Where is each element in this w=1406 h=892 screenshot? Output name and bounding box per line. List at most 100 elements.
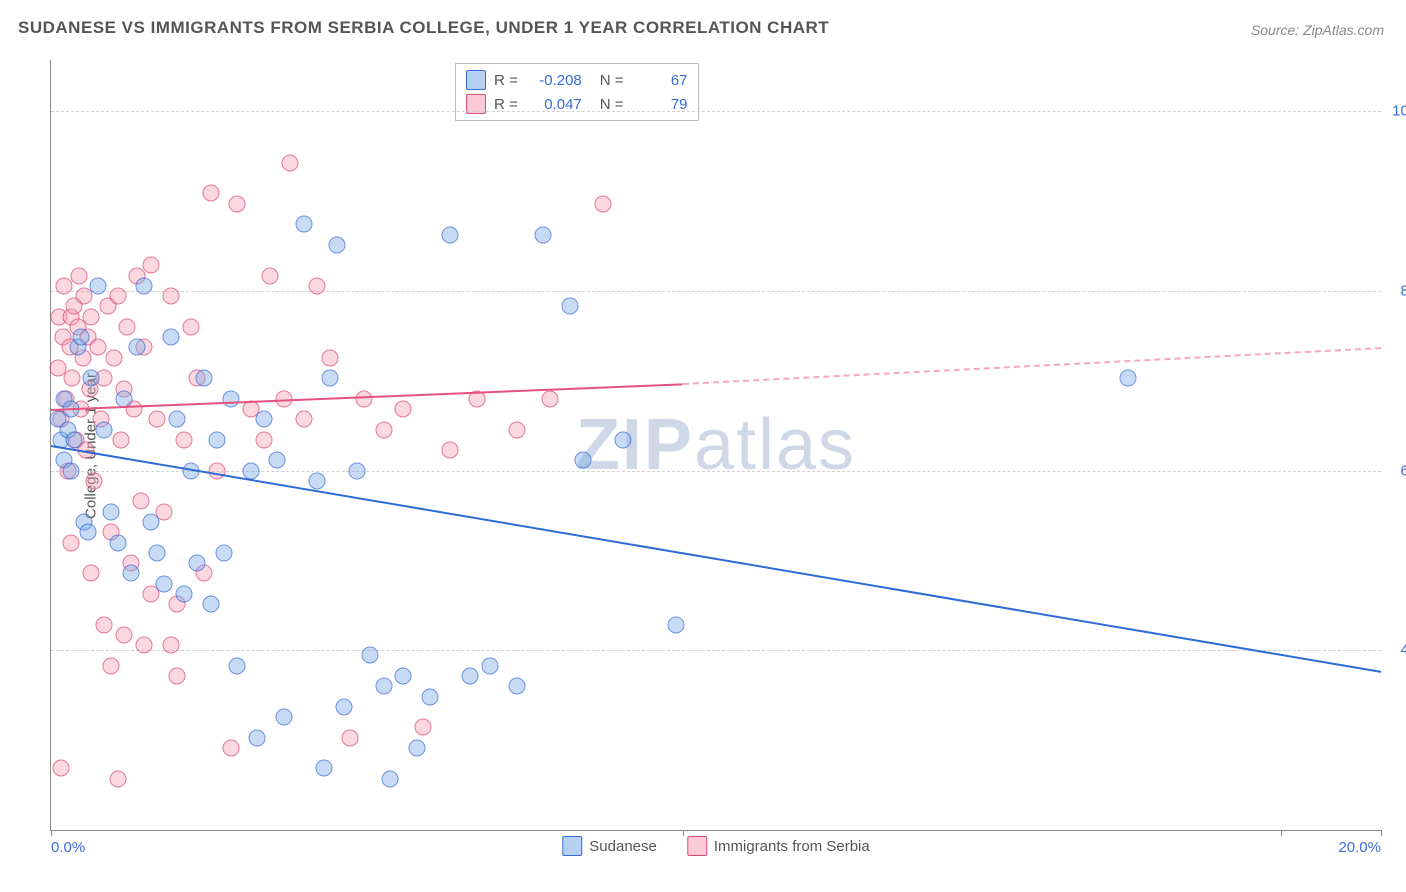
scatter-point <box>1120 370 1137 387</box>
scatter-point <box>375 678 392 695</box>
scatter-point <box>96 616 113 633</box>
scatter-point <box>62 534 79 551</box>
scatter-point <box>209 462 226 479</box>
scatter-point <box>142 257 159 274</box>
scatter-point <box>109 534 126 551</box>
scatter-point <box>195 370 212 387</box>
scatter-point <box>255 431 272 448</box>
scatter-point <box>295 411 312 428</box>
scatter-point <box>72 329 89 346</box>
scatter-point <box>89 339 106 356</box>
scatter-point <box>79 524 96 541</box>
scatter-point <box>169 668 186 685</box>
scatter-point <box>262 267 279 284</box>
scatter-point <box>508 421 525 438</box>
gridline <box>51 291 1381 292</box>
x-tick-mark <box>1281 830 1282 836</box>
scatter-point <box>541 390 558 407</box>
gridline <box>51 111 1381 112</box>
scatter-point <box>408 739 425 756</box>
scatter-point <box>382 770 399 787</box>
x-tick-label: 20.0% <box>1338 839 1381 856</box>
x-tick-label: 0.0% <box>51 839 85 856</box>
scatter-point <box>82 308 99 325</box>
scatter-point <box>162 329 179 346</box>
scatter-point <box>162 288 179 305</box>
legend-label: Sudanese <box>589 838 657 855</box>
scatter-point <box>255 411 272 428</box>
scatter-point <box>222 739 239 756</box>
legend-item: Sudanese <box>562 836 657 856</box>
scatter-point <box>169 411 186 428</box>
scatter-point <box>64 370 81 387</box>
source-attribution: Source: ZipAtlas.com <box>1251 22 1384 38</box>
scatter-point <box>82 565 99 582</box>
scatter-point <box>202 185 219 202</box>
chart-title: SUDANESE VS IMMIGRANTS FROM SERBIA COLLE… <box>18 18 829 38</box>
scatter-point <box>322 349 339 366</box>
bottom-legend: Sudanese Immigrants from Serbia <box>562 836 869 856</box>
x-tick-mark <box>683 830 684 836</box>
scatter-point <box>575 452 592 469</box>
scatter-point <box>149 544 166 561</box>
scatter-point <box>355 390 372 407</box>
scatter-point <box>614 431 631 448</box>
scatter-point <box>442 226 459 243</box>
scatter-point <box>295 216 312 233</box>
watermark-zip: ZIP <box>576 405 694 485</box>
y-tick-label: 65.0% <box>1400 462 1406 479</box>
stat-r-value: 0.047 <box>526 96 582 113</box>
scatter-point <box>70 267 87 284</box>
scatter-point <box>86 472 103 489</box>
scatter-point <box>309 277 326 294</box>
scatter-point <box>56 277 73 294</box>
scatter-point <box>395 668 412 685</box>
scatter-point <box>132 493 149 510</box>
stats-row: R =0.047N =79 <box>466 92 688 116</box>
scatter-point <box>149 411 166 428</box>
gridline <box>51 650 1381 651</box>
stat-n-value: 79 <box>632 96 688 113</box>
trend-line <box>683 347 1381 387</box>
scatter-point <box>116 626 133 643</box>
scatter-point <box>348 462 365 479</box>
scatter-point <box>282 154 299 171</box>
scatter-point <box>162 637 179 654</box>
scatter-point <box>129 339 146 356</box>
scatter-point <box>215 544 232 561</box>
trend-line <box>51 445 1381 673</box>
scatter-point <box>395 401 412 418</box>
scatter-point <box>249 729 266 746</box>
scatter-point <box>222 390 239 407</box>
scatter-point <box>335 698 352 715</box>
scatter-point <box>176 585 193 602</box>
scatter-point <box>202 596 219 613</box>
scatter-point <box>182 318 199 335</box>
scatter-point <box>136 637 153 654</box>
scatter-point <box>342 729 359 746</box>
scatter-point <box>535 226 552 243</box>
scatter-point <box>102 657 119 674</box>
stat-r-value: -0.208 <box>526 72 582 89</box>
stat-r-label: R = <box>494 96 518 113</box>
scatter-point <box>561 298 578 315</box>
scatter-point <box>309 472 326 489</box>
scatter-point <box>594 195 611 212</box>
scatter-point <box>189 555 206 572</box>
scatter-point <box>422 688 439 705</box>
stat-n-label: N = <box>600 72 624 89</box>
plot-area: ZIPatlas R =-0.208N =67R =0.047N =79 Sud… <box>50 60 1381 831</box>
scatter-point <box>142 514 159 531</box>
legend-item: Immigrants from Serbia <box>687 836 870 856</box>
scatter-point <box>136 277 153 294</box>
scatter-point <box>229 195 246 212</box>
scatter-point <box>89 277 106 294</box>
scatter-point <box>508 678 525 695</box>
scatter-point <box>102 503 119 520</box>
stat-n-value: 67 <box>632 72 688 89</box>
scatter-point <box>229 657 246 674</box>
scatter-point <box>375 421 392 438</box>
legend-swatch <box>466 70 486 90</box>
legend-swatch <box>562 836 582 856</box>
scatter-point <box>176 431 193 448</box>
